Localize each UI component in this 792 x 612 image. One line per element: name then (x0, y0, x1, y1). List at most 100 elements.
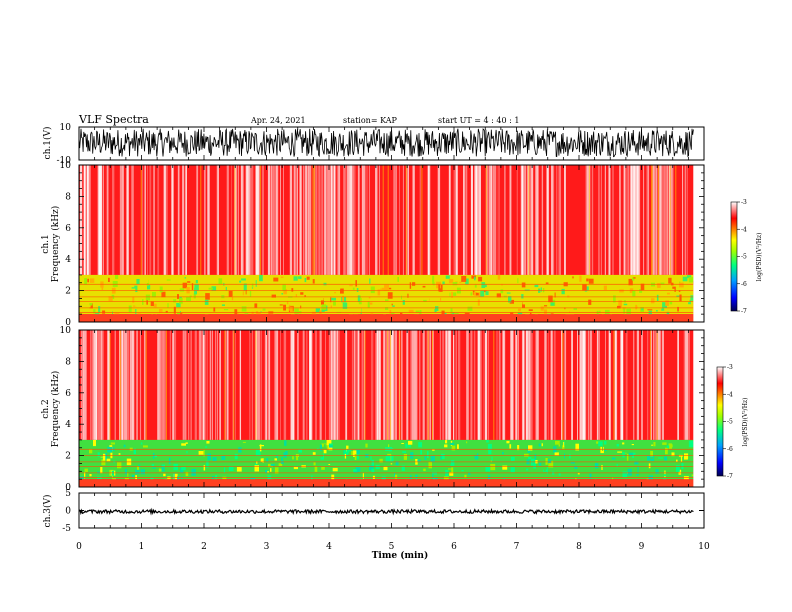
spectrogram-streak (267, 165, 271, 275)
spectrogram-low-cell (191, 468, 196, 476)
spectrogram-low-cell (455, 440, 457, 442)
spectrogram-low-cell (641, 276, 644, 283)
spectrogram-streak (428, 165, 430, 275)
spectrogram-low-cell (150, 301, 154, 307)
spectrogram-low-cell (408, 309, 414, 313)
spectrogram-low-cell (588, 278, 594, 284)
spectrogram-streak (587, 330, 589, 440)
spectrogram-low-cell (134, 285, 138, 293)
spectrogram-streak (303, 165, 304, 275)
spectrogram-low-cell (173, 463, 178, 471)
spectrogram-low-cell (384, 284, 389, 291)
spectrogram-low-cell (176, 302, 181, 308)
spectrogram-streak (479, 165, 481, 275)
spectrogram-streak (669, 165, 671, 275)
spectrogram-low-cell (102, 310, 106, 314)
spectrogram-streak (362, 165, 364, 275)
spectrogram-streak (614, 330, 616, 440)
spectrogram-low-cell (526, 465, 531, 470)
spectrogram-streak (531, 165, 534, 275)
spectrogram-streak (552, 165, 555, 275)
spectrogram-low-cell (488, 450, 492, 455)
spectrogram-low-cell (429, 284, 434, 289)
spectrogram-low-cell (394, 473, 396, 478)
spectrogram-streak (296, 165, 298, 275)
spectrogram-streak (455, 165, 458, 275)
spectrogram-streak (336, 165, 338, 275)
spectrogram-streak (280, 330, 281, 440)
spectrogram-low-cell (113, 455, 118, 461)
spectrogram-low-cell (518, 474, 521, 477)
spectrogram-low-cell (582, 284, 587, 291)
spectrogram-low-cell (230, 442, 233, 448)
spectrogram-streak (655, 165, 657, 275)
spectrogram-streak (379, 165, 380, 275)
spectrogram-streak (535, 165, 538, 275)
spectrogram-streak (684, 330, 686, 440)
spectrogram-streak (331, 165, 333, 275)
spectrogram-streak (92, 330, 94, 440)
spectrogram-streak (125, 330, 127, 440)
spectrogram-low-cell (544, 305, 548, 307)
spectrogram-low-cell (466, 441, 468, 444)
spectrogram-low-cell (618, 300, 622, 308)
spectrogram-streak (387, 165, 389, 275)
spectrogram-low-cell (521, 294, 524, 299)
spectrogram-streak (532, 330, 533, 440)
spectrogram-low-cell (246, 290, 250, 298)
x-tick-label: 3 (264, 542, 270, 552)
spectrogram-low-cell (100, 467, 103, 474)
spectrogram-low-cell (368, 296, 371, 299)
spectrogram-streak (458, 330, 461, 440)
spectrogram-low-cell (204, 299, 209, 305)
spectrogram-streak (613, 330, 615, 440)
spectrogram-streak (421, 165, 423, 275)
spectrogram-streak (126, 330, 128, 440)
spectrogram-streak (524, 165, 526, 275)
spectrogram-low-cell (284, 440, 287, 446)
spectrogram-streak (453, 165, 455, 275)
spectrogram-streak (585, 165, 586, 275)
spectrogram-low-cell (517, 278, 519, 284)
spectrogram-low-cell (554, 292, 556, 298)
spectrogram-low-cell (234, 309, 238, 315)
spectrogram-streak (233, 330, 235, 440)
spectrogram-low-cell (651, 444, 654, 446)
spectrogram-streak (537, 330, 539, 440)
y-tick-label: 2 (65, 452, 71, 462)
spectrogram-low-cell (416, 287, 419, 292)
spectrogram-low-cell (353, 309, 359, 315)
spectrogram-streak (162, 330, 165, 440)
spectrogram-low-cell (427, 451, 429, 458)
y-tick-label: 8 (65, 357, 71, 367)
spectrogram-low-cell (422, 285, 426, 288)
spectrogram-streak (224, 330, 226, 440)
spectrogram-low-cell (586, 443, 591, 448)
spectrogram-streak (596, 330, 599, 440)
spectrogram-low-cell (351, 450, 354, 452)
spectrogram-low-cell (157, 473, 160, 479)
spectrogram-streak (211, 330, 213, 440)
spectrogram-low-cell (662, 442, 667, 445)
spectrogram-low-cell (227, 296, 229, 302)
colorbar-tick-label: -7 (727, 473, 733, 480)
y-tick-label: -5 (62, 524, 71, 534)
spectrogram-low-cell (538, 462, 542, 466)
spectrogram-streak (300, 165, 302, 275)
spectrogram-low-cell (262, 308, 266, 311)
spectrogram-low-cell (534, 284, 539, 288)
spectrogram-streak (347, 165, 350, 275)
spectrogram-streak (274, 165, 277, 275)
spectrogram-low-cell (664, 474, 666, 476)
spectrogram-streak (605, 330, 606, 440)
spectrogram-streak (609, 165, 611, 275)
spectrogram-streak (493, 330, 495, 440)
spectrogram-low-cell (256, 461, 258, 464)
spectrogram-streak (472, 165, 473, 275)
spectrogram-low-cell (666, 445, 670, 448)
spectrogram-low-cell (414, 312, 419, 315)
spectrogram-low-cell (496, 293, 501, 298)
spectrogram-streak (209, 330, 211, 440)
spectrogram-streak (463, 165, 464, 275)
spectrogram-low-cell (255, 280, 257, 287)
